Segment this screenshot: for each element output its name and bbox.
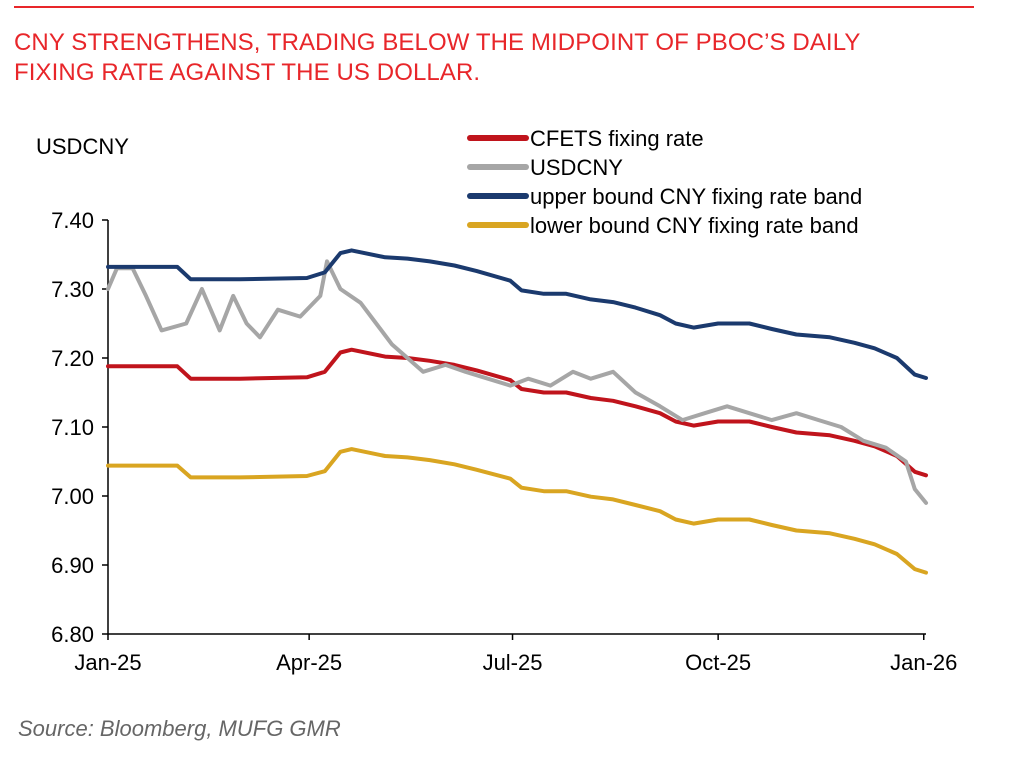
- legend-label-upper-bound-cny-fixing-rate-band: upper bound CNY fixing rate band: [530, 184, 862, 209]
- y-tick-label: 7.30: [51, 277, 94, 302]
- legend-label-cfets-fixing-rate: CFETS fixing rate: [530, 126, 704, 151]
- source-note: Source: Bloomberg, MUFG GMR: [18, 716, 341, 741]
- title-line-2: FIXING RATE AGAINST THE US DOLLAR.: [14, 59, 481, 86]
- x-tick-label: Jul-25: [483, 650, 543, 675]
- y-tick-label: 7.10: [51, 415, 94, 440]
- series-line-lower-bound-cny-fixing-rate-band: [106, 447, 928, 575]
- x-tick-label: Jan-26: [890, 650, 957, 675]
- y-tick-label: 6.80: [51, 622, 94, 647]
- title-rule: [14, 6, 974, 8]
- x-tick-label: Apr-25: [276, 650, 342, 675]
- series-line-cfets-fixing-rate: [106, 347, 928, 478]
- y-tick-label: 7.20: [51, 346, 94, 371]
- chart-title: CNY STRENGTHENS, TRADING BELOW THE MIDPO…: [14, 28, 1004, 88]
- series-line-upper-bound-cny-fixing-rate-band: [106, 248, 928, 380]
- y-tick-label: 6.90: [51, 553, 94, 578]
- y-axis-label: USDCNY: [36, 134, 129, 159]
- title-line-1: CNY STRENGTHENS, TRADING BELOW THE MIDPO…: [14, 29, 861, 56]
- x-axis-ticks: Jan-25 Apr-25 Jul-25 Oct-25 Jan-26: [74, 634, 957, 675]
- series-layer: [106, 248, 928, 575]
- legend-label-lower-bound-cny-fixing-rate-band: lower bound CNY fixing rate band: [530, 213, 859, 238]
- x-tick-label: Oct-25: [685, 650, 751, 675]
- y-tick-label: 7.40: [51, 208, 94, 233]
- series-line-usdcny: [106, 259, 928, 505]
- y-axis-ticks: 7.40 7.30 7.20 7.10 7.00 6.90 6.80: [51, 208, 108, 647]
- legend: CFETS fixing rate USDCNY upper bound CNY f…: [467, 126, 862, 238]
- legend-label-usdcny: USDCNY: [530, 155, 623, 180]
- x-tick-label: Jan-25: [74, 650, 141, 675]
- y-tick-label: 7.00: [51, 484, 94, 509]
